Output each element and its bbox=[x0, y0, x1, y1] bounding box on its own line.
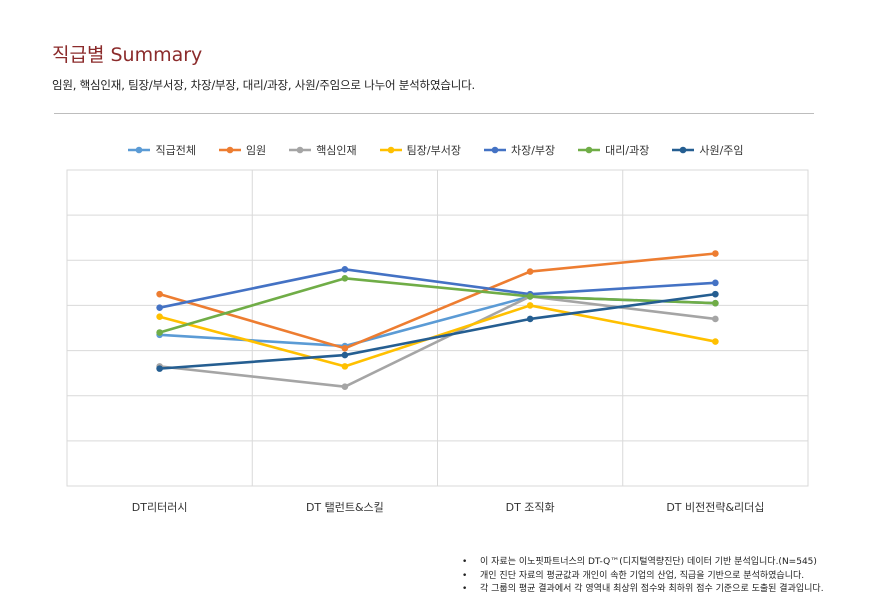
chart-legend: 직급전체 임원 핵심인재 팀장/부서장 차장/부장 대리/과장 사원/주임 bbox=[0, 140, 871, 160]
data-point bbox=[156, 313, 163, 321]
x-tick-label: DT 탤런트&스킬 bbox=[306, 501, 384, 514]
series-line-1 bbox=[158, 252, 717, 350]
data-point bbox=[341, 383, 349, 390]
legend-swatch bbox=[218, 146, 241, 154]
legend-swatch bbox=[672, 146, 695, 154]
data-point bbox=[156, 329, 163, 336]
legend-item: 대리/과장 bbox=[577, 142, 649, 158]
legend-label: 임원 bbox=[245, 144, 267, 157]
data-point bbox=[526, 293, 534, 300]
legend-item: 핵심인재 bbox=[288, 142, 357, 158]
legend-item: 직급전체 bbox=[127, 142, 196, 158]
data-point bbox=[341, 363, 349, 370]
legend-item: 임원 bbox=[218, 142, 266, 158]
legend-swatch bbox=[578, 146, 601, 154]
legend-label: 팀장/부서장 bbox=[406, 144, 461, 157]
data-point bbox=[712, 290, 719, 298]
x-tick-label: DT 비전전략&리더십 bbox=[666, 501, 764, 514]
data-point bbox=[526, 290, 534, 298]
data-point bbox=[712, 279, 719, 287]
x-tick-label: DT리터러시 bbox=[132, 501, 188, 514]
legend-item: 팀장/부서장 bbox=[379, 142, 461, 158]
legend-label: 사원/주임 bbox=[699, 144, 744, 157]
legend-item: 차장/부장 bbox=[483, 142, 555, 158]
footnotes: 이 자료는 이노핏파트너스의 DT-Q™(디지털역량진단) 데이터 기반 분석입… bbox=[462, 556, 824, 597]
series-line-5 bbox=[158, 277, 717, 334]
footnote-item: 개인 진단 자료의 평균값과 개인이 속한 기업의 산업, 직급을 기반으로 분… bbox=[462, 570, 824, 584]
legend-label: 대리/과장 bbox=[605, 144, 650, 157]
legend-item: 사원/주임 bbox=[671, 142, 744, 158]
data-point bbox=[341, 275, 349, 282]
data-point bbox=[526, 315, 534, 323]
header-divider bbox=[54, 113, 814, 114]
data-point bbox=[526, 293, 534, 300]
legend-swatch bbox=[289, 146, 312, 154]
data-point bbox=[712, 299, 719, 307]
data-point bbox=[341, 351, 349, 359]
series-line-6 bbox=[158, 292, 717, 370]
data-point bbox=[712, 338, 719, 345]
data-point bbox=[341, 342, 349, 350]
data-point bbox=[156, 331, 163, 339]
footnote-item: 이 자료는 이노핏파트너스의 DT-Q™(디지털역량진단) 데이터 기반 분석입… bbox=[462, 556, 824, 570]
series-line-4 bbox=[158, 268, 717, 309]
legend-label: 차장/부장 bbox=[510, 144, 556, 157]
data-point bbox=[156, 290, 163, 298]
data-point bbox=[156, 365, 163, 372]
data-point bbox=[341, 266, 349, 273]
page-subtitle: 임원, 핵심인재, 팀장/부서장, 차장/부장, 대리/과장, 사원/주임으로 … bbox=[52, 78, 475, 92]
data-point bbox=[156, 363, 163, 370]
footnote-item: 각 그룹의 평균 결과에서 각 영역내 최상위 점수와 최하위 점수 기준으로 … bbox=[462, 583, 824, 597]
data-point bbox=[712, 315, 719, 323]
legend-label: 핵심인재 bbox=[316, 144, 357, 157]
legend-swatch bbox=[128, 146, 151, 154]
data-point bbox=[526, 302, 534, 309]
data-point bbox=[526, 268, 534, 275]
data-point bbox=[712, 299, 719, 307]
plot-border bbox=[66, 169, 809, 487]
series-line-0 bbox=[158, 295, 717, 348]
x-tick-label: DT 조직화 bbox=[506, 501, 555, 514]
data-point bbox=[712, 250, 719, 257]
legend-swatch bbox=[379, 146, 402, 154]
legend-label: 직급전체 bbox=[155, 144, 196, 157]
legend-swatch bbox=[483, 146, 506, 154]
page-title: 직급별 Summary bbox=[52, 44, 203, 66]
data-point bbox=[341, 345, 349, 352]
data-point bbox=[156, 304, 163, 311]
data-point bbox=[526, 293, 534, 300]
series-line-2 bbox=[158, 295, 717, 388]
series-line-3 bbox=[158, 304, 717, 368]
